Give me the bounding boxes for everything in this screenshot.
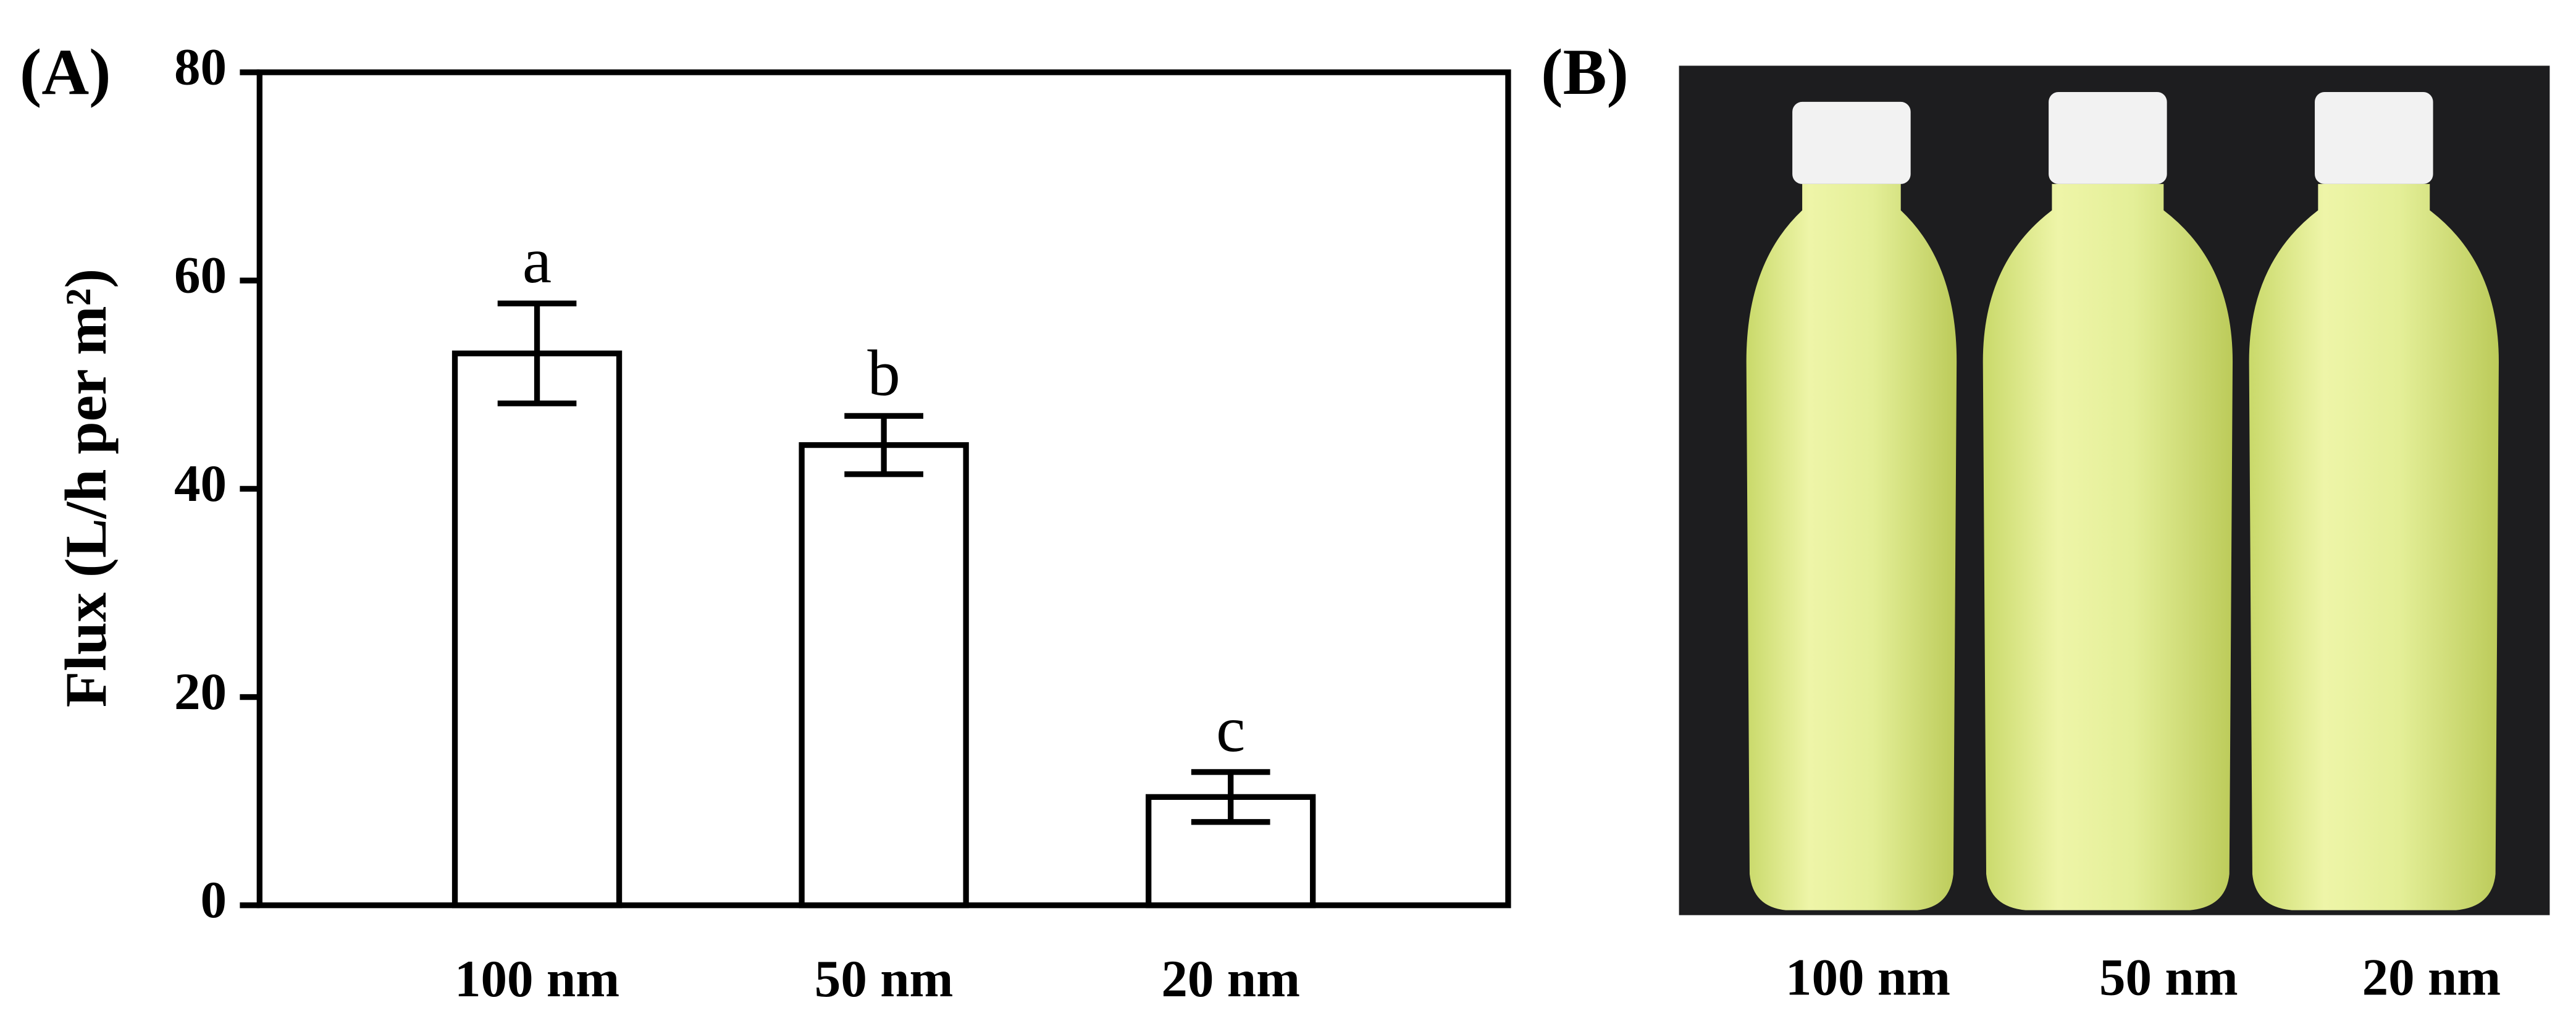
photo bbox=[1679, 65, 2550, 915]
plot-frame bbox=[256, 69, 1511, 909]
y-tick-label: 0 bbox=[201, 871, 227, 929]
bar bbox=[799, 442, 969, 909]
x-tick-label: 20 nm bbox=[1161, 950, 1300, 1008]
panel-label: (B) bbox=[1541, 36, 1629, 109]
bottle bbox=[2249, 91, 2499, 910]
photo-label: 50 nm bbox=[2099, 948, 2238, 1006]
y-tick-label: 60 bbox=[174, 246, 227, 304]
bar bbox=[451, 350, 623, 909]
plot: 0 20 40 60 80 100 nm a 50 nm b 20 nm c bbox=[174, 38, 1316, 1008]
bottle bbox=[1982, 91, 2233, 910]
photo-label: 100 nm bbox=[1785, 948, 1950, 1006]
significance-letter: c bbox=[1216, 693, 1245, 766]
y-tick-label: 40 bbox=[174, 455, 227, 513]
significance-letter: b bbox=[868, 337, 900, 410]
x-tick-label: 100 nm bbox=[455, 950, 619, 1008]
y-axis-label: Flux (L/h per m²) bbox=[53, 269, 119, 708]
bottle bbox=[1746, 101, 1957, 910]
panel-label: (A) bbox=[20, 36, 111, 109]
photo-label: 20 nm bbox=[2362, 948, 2501, 1006]
x-tick-label: 50 nm bbox=[815, 950, 954, 1008]
y-tick-label: 20 bbox=[174, 663, 227, 721]
significance-letter: a bbox=[522, 224, 552, 297]
y-tick-label: 80 bbox=[174, 38, 227, 96]
